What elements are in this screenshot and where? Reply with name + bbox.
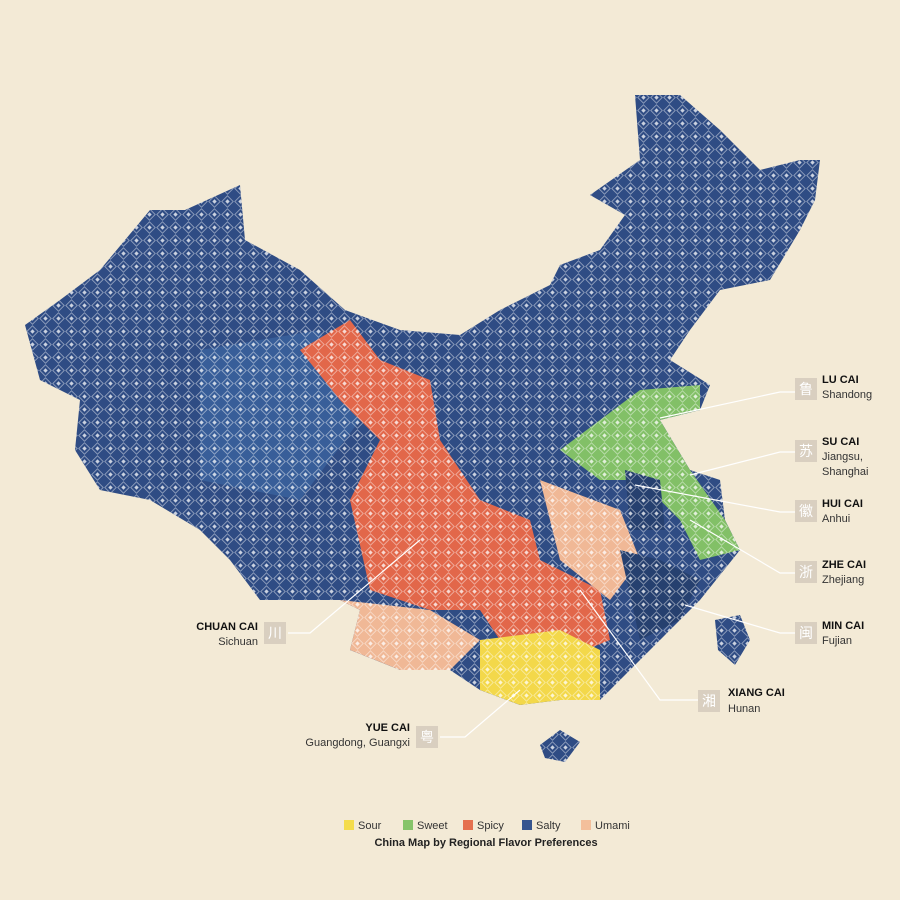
region-name: Jiangsu,	[822, 451, 863, 463]
glyph: 浙	[799, 565, 813, 581]
cuisine-name: ZHE CAI	[822, 559, 866, 571]
cuisine-name: YUE CAI	[365, 722, 410, 734]
legend-swatch	[581, 820, 591, 830]
glyph-box	[795, 500, 817, 522]
legend-swatch	[344, 820, 354, 830]
leader-line	[684, 604, 795, 634]
leader-line	[689, 519, 795, 574]
glyph-box	[795, 561, 817, 583]
legend-swatch	[463, 820, 473, 830]
region-name: Sichuan	[218, 636, 258, 648]
legend-label: Spicy	[477, 820, 504, 832]
glyph: 鲁	[799, 382, 813, 398]
cuisine-name: LU CAI	[822, 374, 859, 386]
leader-lines	[288, 391, 795, 738]
glyph: 闽	[799, 626, 813, 642]
legend-label: Umami	[595, 820, 630, 832]
region-name: Hunan	[728, 703, 760, 715]
region-name: Guangdong, Guangxi	[305, 737, 410, 749]
glyph-box	[795, 378, 817, 400]
glyph-box	[416, 726, 438, 748]
region-name: Zhejiang	[822, 574, 864, 586]
region-name: Anhui	[822, 513, 850, 525]
leader-line	[288, 539, 421, 634]
legend-label: Sweet	[417, 820, 448, 832]
leader-line	[689, 451, 795, 476]
glyph: 徽	[799, 504, 813, 520]
glyph: 湘	[702, 694, 716, 710]
callouts: 鲁 LU CAI Shandong 苏 SU CAI Jiangsu, Shan…	[196, 374, 872, 749]
glyph-box	[264, 622, 286, 644]
legend-label: Sour	[358, 820, 382, 832]
region-name: Shandong	[822, 389, 872, 401]
glyph: 粤	[420, 730, 434, 746]
leader-line	[440, 689, 521, 738]
legend-label: Salty	[536, 820, 561, 832]
glyph-box	[795, 622, 817, 644]
leader-line	[659, 391, 795, 419]
map-title: China Map by Regional Flavor Preferences	[374, 837, 597, 849]
cuisine-name: CHUAN CAI	[196, 621, 258, 633]
glyph-box	[698, 690, 720, 712]
cuisine-name: SU CAI	[822, 436, 859, 448]
glyph: 苏	[799, 444, 813, 460]
cuisine-name: HUI CAI	[822, 498, 863, 510]
cuisine-name: XIANG CAI	[728, 687, 785, 699]
legend-swatch	[403, 820, 413, 830]
cuisine-name: MIN CAI	[822, 620, 864, 632]
region-name: Shanghai	[822, 466, 869, 478]
leader-line	[634, 484, 795, 513]
glyph-box	[795, 440, 817, 462]
region-name: Fujian	[822, 635, 852, 647]
leader-line	[579, 589, 698, 701]
legend-swatch	[522, 820, 532, 830]
legend: Sour Sweet Spicy Salty Umami	[344, 820, 630, 832]
glyph: 川	[268, 626, 282, 642]
